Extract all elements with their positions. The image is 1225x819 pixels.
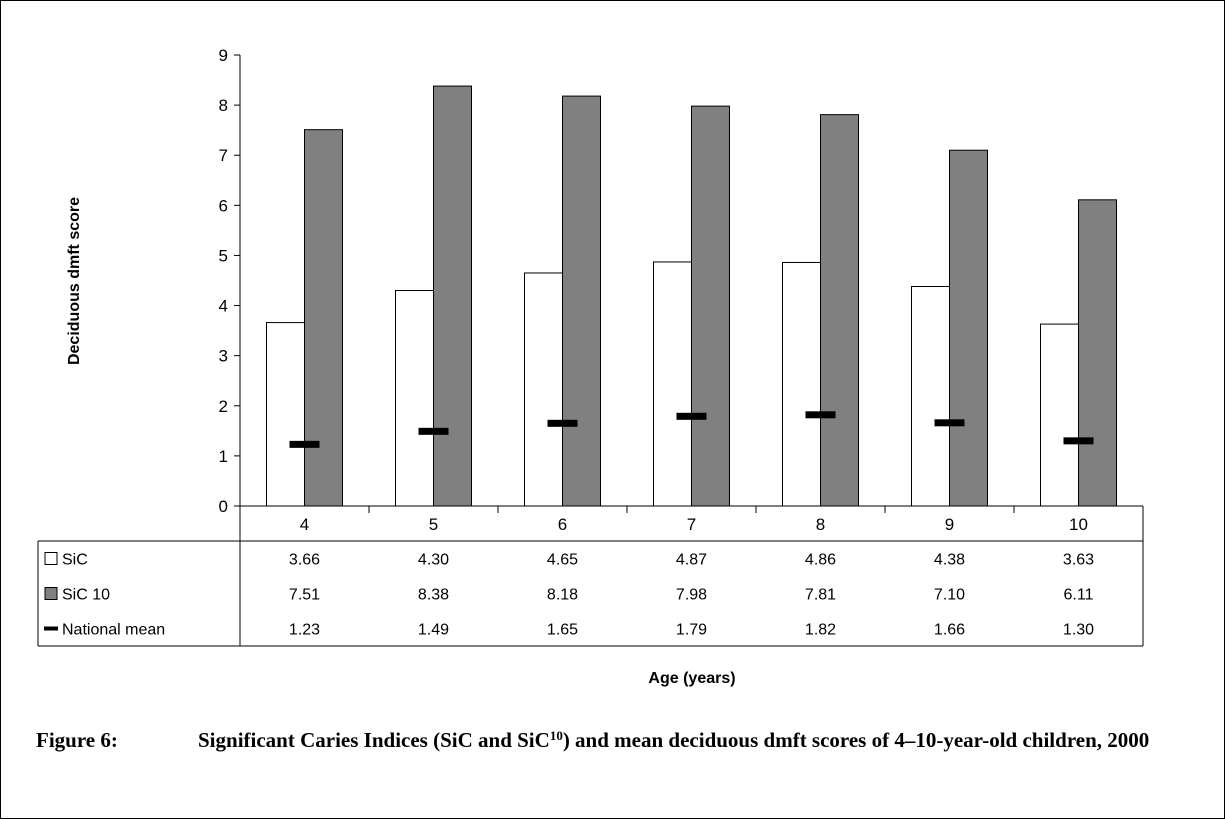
bar-sic-10 bbox=[820, 114, 859, 507]
caption-superscript: 10 bbox=[549, 728, 563, 743]
y-tick-label: 6 bbox=[219, 196, 228, 215]
data-table-value: 4.87 bbox=[676, 552, 707, 569]
data-table-value: 4.86 bbox=[805, 552, 836, 569]
y-tick-label: 1 bbox=[219, 447, 228, 466]
data-table-value: 1.65 bbox=[547, 622, 578, 639]
x-category-label: 7 bbox=[687, 515, 696, 534]
legend-key-sic bbox=[44, 552, 58, 565]
caption-text-start: Significant Caries Indices (SiC and SiC bbox=[198, 728, 550, 752]
legend-series-name: SiC 10 bbox=[62, 587, 110, 604]
bar-sic-10 bbox=[949, 149, 988, 507]
bar-sic bbox=[266, 322, 305, 507]
national-mean-marker bbox=[289, 440, 320, 448]
y-axis-title: Deciduous dmft score bbox=[66, 197, 83, 365]
data-table-value: 8.38 bbox=[418, 587, 449, 604]
x-category-label: 9 bbox=[945, 515, 954, 534]
legend-key-sic-10 bbox=[44, 587, 58, 600]
data-table-value: 7.81 bbox=[805, 587, 836, 604]
data-table-value: 1.82 bbox=[805, 622, 836, 639]
bar-sic-10 bbox=[691, 105, 730, 507]
bar-sic bbox=[395, 290, 434, 507]
caption-text: Significant Caries Indices (SiC and SiC1… bbox=[198, 725, 1198, 755]
chart: 0 1 2 3 4 5 6 7 8 9 4 5 6 7 8 9 10 SiC 3.66 4.30 4.65 4.87 4.… bbox=[37, 46, 1144, 687]
data-table-value: 1.23 bbox=[289, 622, 320, 639]
y-tick-label: 8 bbox=[219, 96, 228, 115]
data-table-value: 3.66 bbox=[289, 552, 320, 569]
x-category-label: 10 bbox=[1069, 515, 1088, 534]
data-table-value: 1.66 bbox=[934, 622, 965, 639]
y-tick-label: 3 bbox=[219, 347, 228, 366]
national-mean-marker bbox=[805, 411, 836, 419]
legend-series-name: National mean bbox=[62, 622, 165, 639]
data-table: 4 5 6 7 8 9 10 SiC 3.66 4.30 4.65 4.87 4.86 4.38 3.63 S… bbox=[37, 505, 1144, 647]
x-axis-title: Age (years) bbox=[648, 670, 735, 687]
y-tick-label: 7 bbox=[219, 146, 228, 165]
y-tick-label: 4 bbox=[219, 297, 228, 316]
national-mean-marker bbox=[934, 419, 965, 427]
data-table-value: 7.10 bbox=[934, 587, 965, 604]
bar-sic bbox=[782, 261, 821, 507]
plot-area: 0 1 2 3 4 5 6 7 8 9 bbox=[219, 46, 1117, 516]
data-table-value: 6.11 bbox=[1064, 587, 1094, 604]
x-category-label: 8 bbox=[816, 515, 825, 534]
data-table-value: 7.98 bbox=[676, 587, 707, 604]
bar-sic-10 bbox=[433, 85, 472, 507]
y-tick-label: 9 bbox=[219, 46, 228, 65]
caption-number: Figure 6: bbox=[36, 728, 118, 752]
y-tick-label: 2 bbox=[219, 397, 228, 416]
x-category-label: 6 bbox=[558, 515, 567, 534]
data-table-value: 1.79 bbox=[676, 622, 707, 639]
legend-key-national-mean bbox=[44, 626, 58, 631]
data-table-value: 3.63 bbox=[1063, 552, 1094, 569]
national-mean-marker bbox=[1063, 437, 1094, 445]
bar-sic-10 bbox=[1078, 199, 1117, 507]
data-table-value: 4.38 bbox=[934, 552, 965, 569]
data-table-value: 8.18 bbox=[547, 587, 578, 604]
y-tick-label: 0 bbox=[219, 497, 228, 516]
bar-sic-10 bbox=[304, 129, 343, 507]
bar-sic bbox=[1040, 323, 1079, 507]
data-table-value: 1.30 bbox=[1063, 622, 1094, 639]
caption-text-end: ) and mean deciduous dmft scores of 4–10… bbox=[562, 728, 1150, 752]
national-mean-marker bbox=[676, 412, 707, 420]
data-table-value: 4.30 bbox=[418, 552, 449, 569]
bar-sic bbox=[524, 272, 563, 507]
national-mean-marker bbox=[547, 419, 578, 427]
data-table-value: 1.49 bbox=[418, 622, 449, 639]
x-category-label: 4 bbox=[300, 515, 309, 534]
y-tick-label: 5 bbox=[219, 246, 228, 265]
data-table-value: 4.65 bbox=[547, 552, 578, 569]
legend-series-name: SiC bbox=[62, 552, 88, 569]
national-mean-marker bbox=[418, 427, 449, 435]
x-category-label: 5 bbox=[429, 515, 438, 534]
data-table-value: 7.51 bbox=[289, 587, 320, 604]
bar-sic-10 bbox=[562, 95, 601, 507]
bar-sic bbox=[653, 261, 692, 507]
bar-sic bbox=[911, 286, 950, 507]
